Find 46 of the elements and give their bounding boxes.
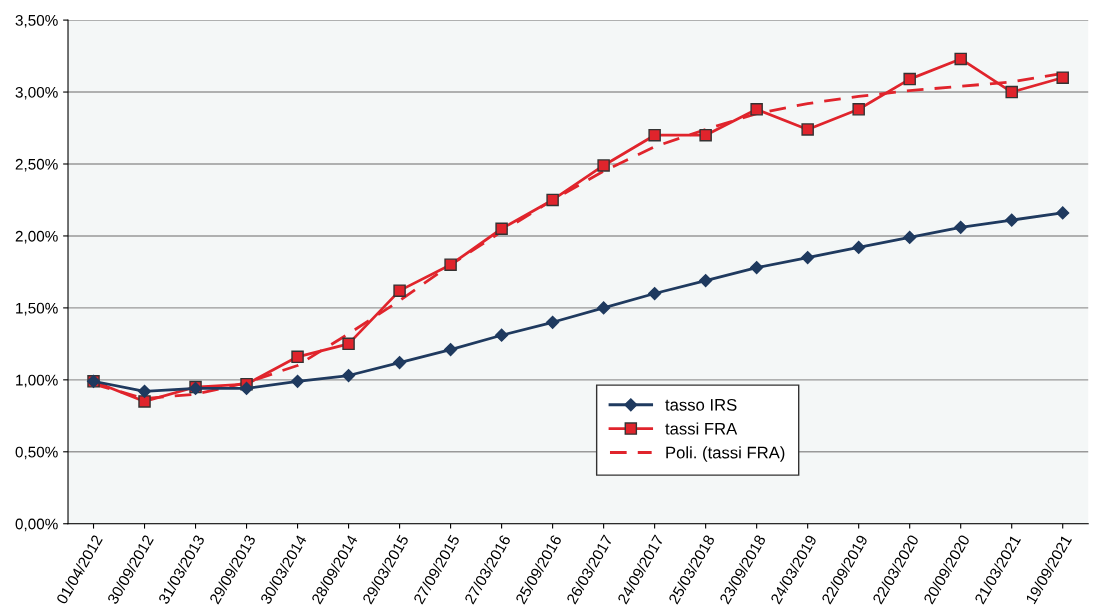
point <box>852 240 866 255</box>
point <box>239 381 254 396</box>
point <box>1056 206 1070 220</box>
point <box>444 343 458 357</box>
y-tick-label: 1,50% <box>16 302 58 316</box>
point <box>903 72 916 86</box>
point <box>597 301 611 315</box>
point <box>750 261 764 275</box>
point <box>597 159 610 172</box>
point <box>801 250 815 265</box>
point <box>392 355 407 370</box>
legend-label: Poli. (tassi FRA) <box>666 446 785 462</box>
point <box>290 374 305 388</box>
point <box>444 258 457 271</box>
point <box>137 384 152 398</box>
point <box>341 368 356 383</box>
point <box>954 220 968 234</box>
legend-label: tassi FRA <box>665 422 738 435</box>
point <box>1005 85 1018 99</box>
point <box>342 337 355 351</box>
y-tick-label: 1,00% <box>16 374 58 388</box>
y-tick-label: 3,00% <box>15 86 58 100</box>
y-tick-label: 0,00% <box>15 518 58 532</box>
point <box>1056 71 1069 84</box>
point <box>648 128 661 142</box>
point <box>801 123 814 136</box>
y-tick-label: 0,50% <box>15 446 58 460</box>
point <box>699 128 712 142</box>
point <box>903 230 917 244</box>
point <box>495 328 509 342</box>
point <box>546 315 560 329</box>
point <box>699 273 713 288</box>
point <box>495 222 508 235</box>
point <box>750 103 763 116</box>
point <box>954 52 967 66</box>
point <box>393 284 406 297</box>
y-tick-label: 2,00% <box>15 230 58 244</box>
y-tick-label: 2,50% <box>15 158 58 172</box>
point <box>648 286 662 301</box>
y-tick-label: 3,50% <box>15 14 58 28</box>
point <box>1005 213 1019 227</box>
legend-label: tasso IRS <box>665 398 737 411</box>
point <box>546 193 559 207</box>
point <box>291 350 304 364</box>
point <box>138 395 151 408</box>
point <box>852 103 865 116</box>
